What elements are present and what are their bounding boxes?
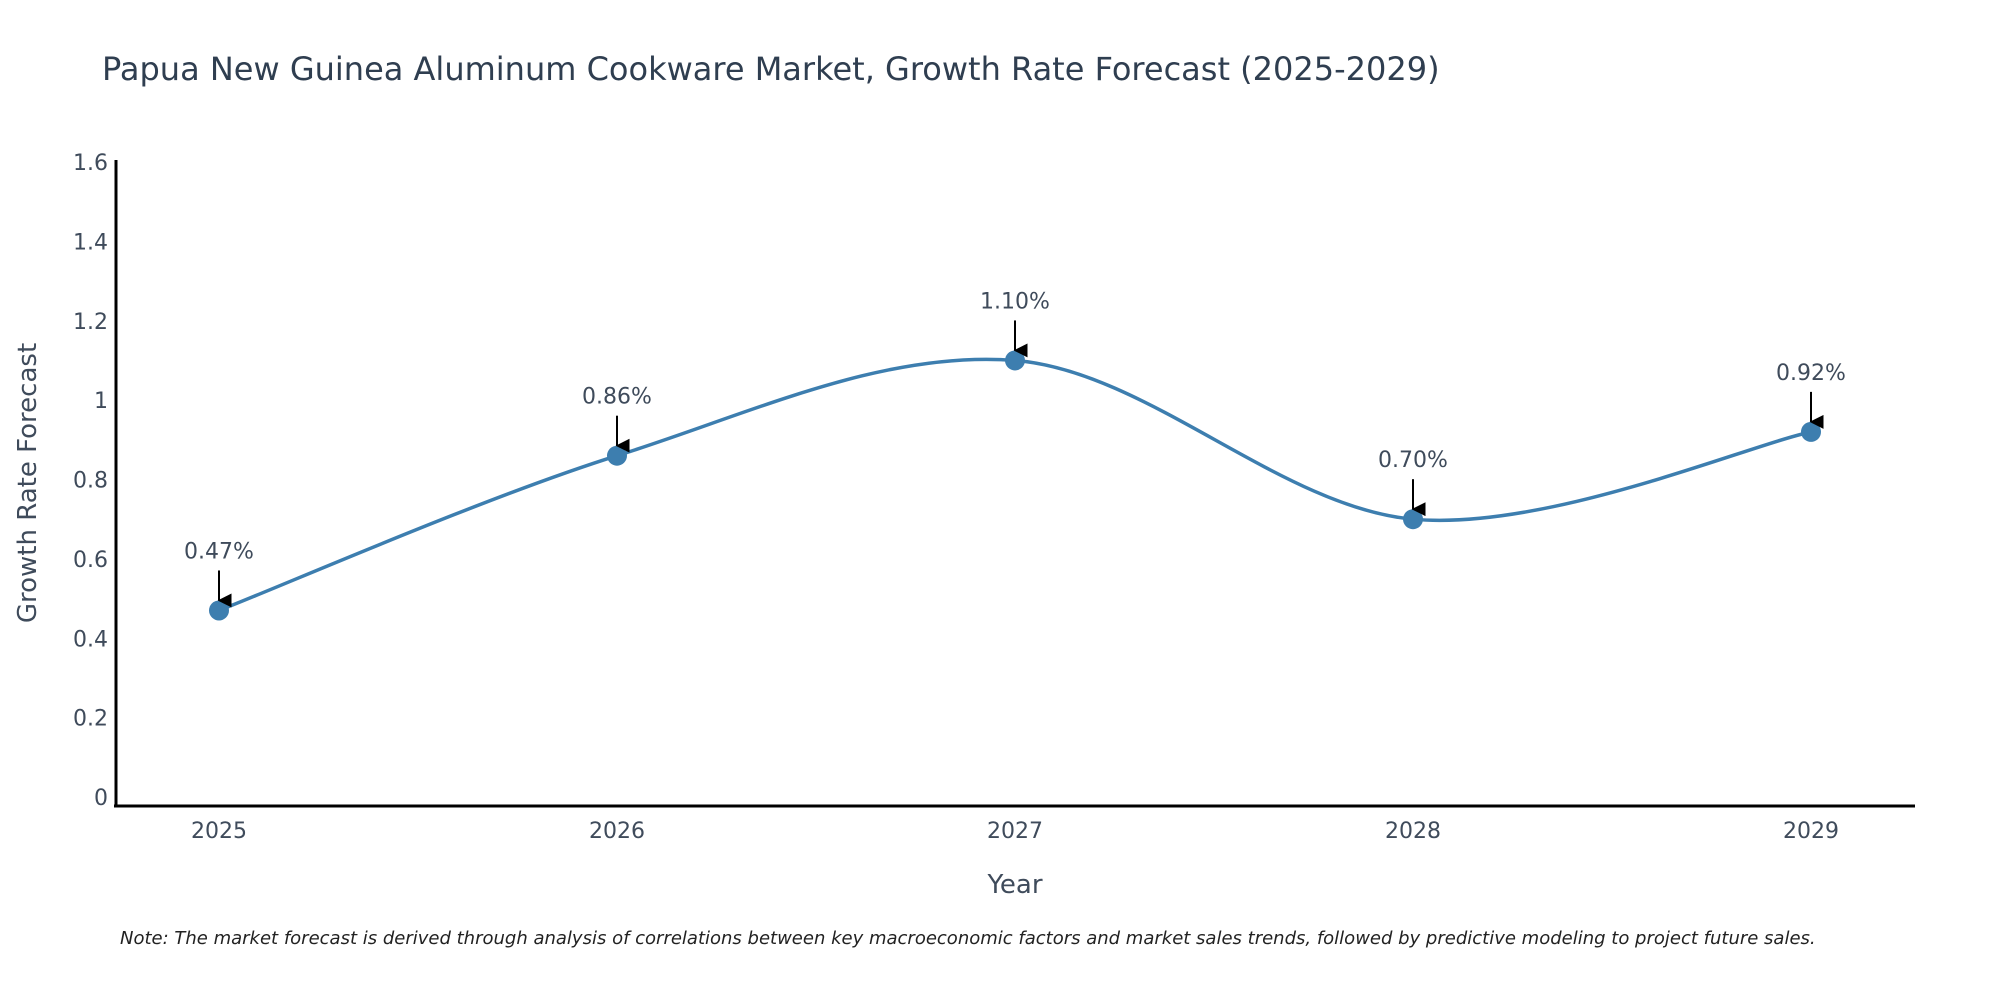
x-axis-ticks: 2025 2026 2027 2028 2029	[191, 819, 1839, 844]
data-point	[1403, 509, 1423, 530]
y-axis-title: Growth Rate Forecast	[13, 343, 43, 623]
data-point	[607, 445, 627, 466]
y-tick-label: 1.6	[73, 151, 108, 176]
y-tick-label: 0.8	[73, 469, 108, 494]
y-tick-label: 1.2	[73, 310, 108, 335]
data-labels: 0.47% 0.86% 1.10% 0.70% 0.92%	[184, 289, 1846, 608]
y-tick-label: 0.6	[73, 548, 108, 573]
x-tick-label: 2028	[1385, 819, 1441, 844]
data-point	[1005, 350, 1025, 371]
footnote: Note: The market forecast is derived thr…	[120, 928, 1816, 949]
y-tick-label: 0.4	[73, 627, 108, 652]
data-label: 0.86%	[582, 385, 652, 410]
data-label: 1.10%	[980, 289, 1050, 314]
chart-title: Papua New Guinea Aluminum Cookware Marke…	[102, 50, 1440, 88]
y-tick-label: 0.2	[73, 707, 108, 732]
data-label: 0.92%	[1776, 361, 1846, 386]
data-label: 0.47%	[184, 539, 254, 564]
y-axis-ticks: 0 0.2 0.4 0.6 0.8 1 1.2 1.4 1.6	[73, 151, 108, 811]
data-point	[1801, 421, 1821, 442]
series-line	[218, 357, 1812, 613]
x-tick-label: 2026	[589, 819, 645, 844]
x-axis-title: Year	[986, 870, 1042, 900]
x-tick-label: 2025	[191, 819, 247, 844]
y-tick-label: 0	[94, 786, 108, 811]
x-tick-label: 2027	[987, 819, 1043, 844]
y-tick-label: 1	[94, 389, 108, 414]
data-label: 0.70%	[1378, 448, 1448, 473]
data-points	[209, 350, 1821, 621]
data-point	[209, 600, 229, 621]
y-tick-label: 1.4	[73, 230, 108, 255]
x-tick-label: 2029	[1783, 819, 1839, 844]
